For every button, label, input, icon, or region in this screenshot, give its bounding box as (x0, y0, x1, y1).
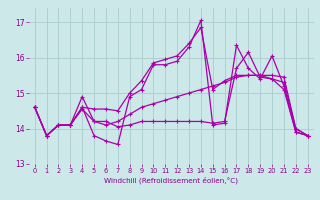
X-axis label: Windchill (Refroidissement éolien,°C): Windchill (Refroidissement éolien,°C) (104, 177, 238, 184)
